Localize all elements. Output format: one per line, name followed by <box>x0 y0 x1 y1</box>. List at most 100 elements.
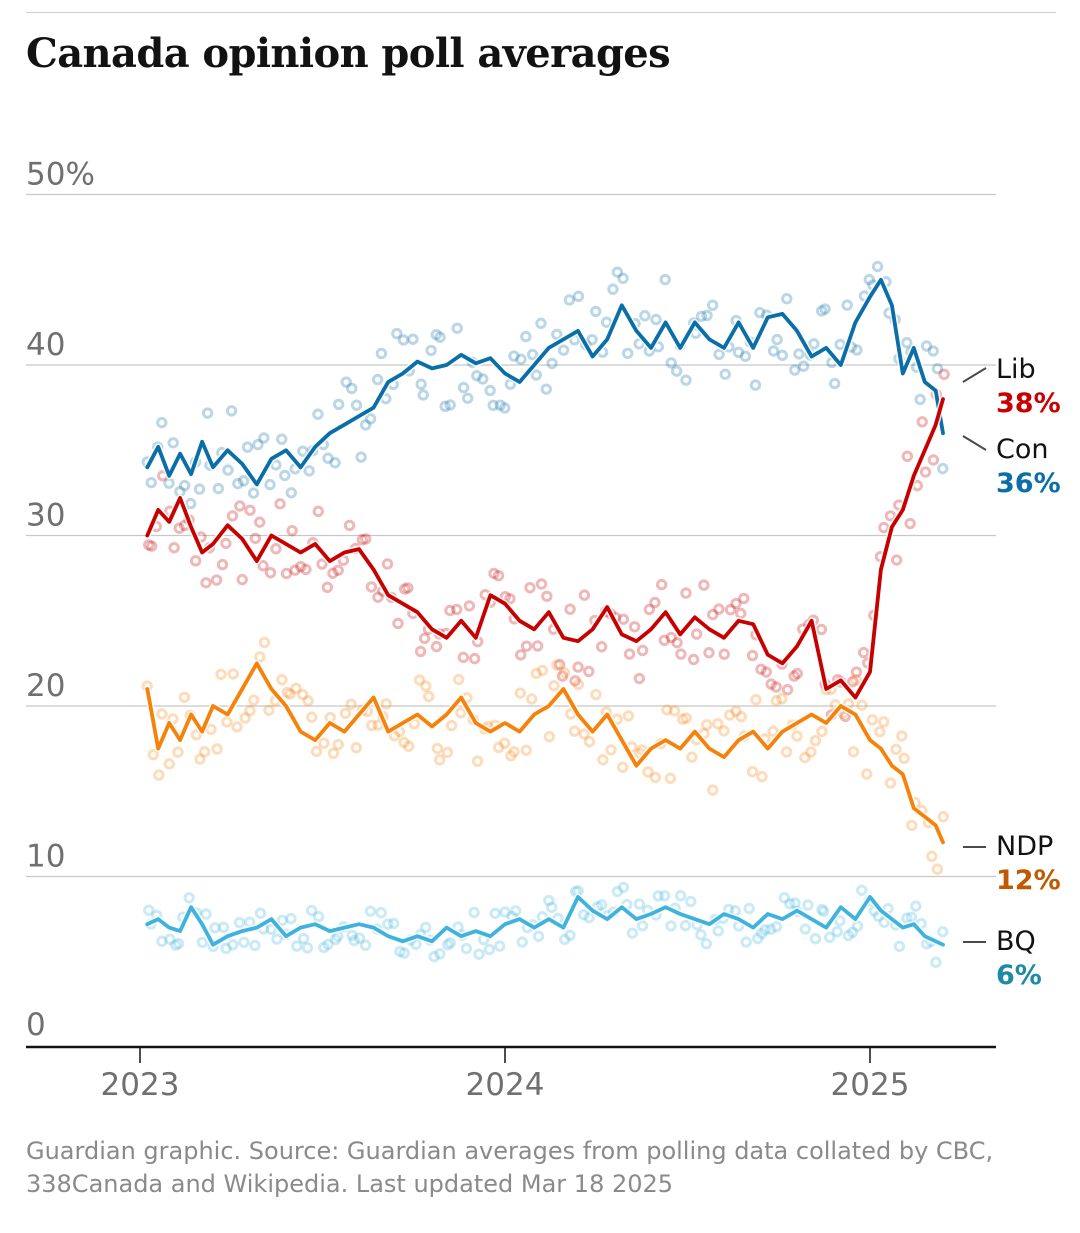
lib-average-line <box>145 397 945 700</box>
ndp-poll-dot <box>508 746 520 758</box>
con-poll-dot <box>739 350 752 363</box>
ndp-poll-dot <box>746 765 759 778</box>
ndp-poll-dot <box>276 673 288 686</box>
con-poll-dot <box>622 347 634 360</box>
lib-poll-dot <box>372 591 384 603</box>
lib-poll-dot <box>524 581 536 594</box>
bq-poll-dot <box>846 926 859 939</box>
lib-poll-dot <box>520 640 533 652</box>
bq-poll-dot <box>636 920 649 932</box>
con-poll-dot <box>540 383 552 395</box>
ndp-poll-dot <box>770 695 783 707</box>
source-line-2: 338Canada and Wikipedia. Last updated Ma… <box>26 1170 674 1198</box>
ndp-poll-dot <box>493 741 505 754</box>
ndp-poll-dot <box>514 687 526 699</box>
con-leader-line <box>962 435 987 451</box>
con-poll-dot <box>303 465 315 477</box>
bq-poll-dot <box>473 948 485 960</box>
lib-poll-dot <box>746 649 759 662</box>
lib-poll-dot <box>770 681 782 693</box>
lib-poll-dot <box>280 567 293 580</box>
ndp-poll-dot <box>263 704 275 716</box>
ndp-poll-dot <box>296 688 309 701</box>
lib-poll-dot <box>492 570 505 582</box>
lib-poll-dot <box>295 561 307 573</box>
ndp-poll-dot <box>445 720 458 732</box>
bq-poll-dot <box>388 917 400 930</box>
con-poll-dot <box>508 350 520 362</box>
bq-poll-dot <box>329 933 342 946</box>
lib-poll-dot <box>788 670 800 682</box>
bq-poll-dot <box>483 943 496 956</box>
ndp-poll-dot <box>816 725 828 738</box>
bq-poll-dot <box>759 924 771 936</box>
ndp-poll-dot <box>198 746 211 758</box>
con-poll-dot <box>364 413 377 425</box>
bq-poll-dot <box>291 940 303 952</box>
con-poll-dot <box>526 348 539 361</box>
con-poll-dot <box>617 272 629 285</box>
bq-poll-dot <box>271 933 283 945</box>
ndp-poll-dot <box>153 769 165 781</box>
ndp-poll-dot <box>281 686 293 699</box>
ndp-poll-dot <box>664 772 677 785</box>
con-poll-dot <box>767 345 780 357</box>
ndp-poll-dot <box>906 819 918 831</box>
con-poll-dot <box>417 389 429 401</box>
ndp-poll-dot <box>707 784 719 796</box>
lib-poll-dot <box>815 623 828 636</box>
bq-poll-dot <box>778 892 791 904</box>
ndp-poll-dot <box>284 688 296 700</box>
ndp-poll-dot <box>526 693 538 705</box>
ndp-poll-dot <box>211 743 223 755</box>
con-poll-dot <box>927 345 939 357</box>
lib-poll-dot <box>675 648 687 660</box>
bq-poll-dot <box>910 900 922 912</box>
ndp-poll-dot <box>366 719 378 732</box>
ndp-poll-dot <box>750 694 762 706</box>
lib-poll-dot <box>665 631 677 644</box>
ndp-poll-dot <box>248 694 260 706</box>
lib-poll-dot <box>927 454 940 466</box>
bq-poll-dot <box>249 939 261 952</box>
lib-poll-dot <box>636 644 649 657</box>
ndp-poll-dot <box>178 691 191 703</box>
bq-poll-dot <box>743 902 755 915</box>
lib-poll-dot <box>781 684 794 696</box>
con-poll-dot <box>515 353 527 366</box>
con-poll-dot <box>841 299 853 311</box>
lib-poll-dot <box>904 517 916 530</box>
con-poll-dot <box>471 370 483 382</box>
ndp-poll-dot <box>896 730 908 742</box>
lib-poll-dot <box>556 670 569 682</box>
con-poll-dot <box>828 377 841 390</box>
bq-poll-dot <box>578 909 590 921</box>
con-average-line <box>145 277 945 487</box>
bq-poll-dot <box>348 934 360 947</box>
con-poll-dot <box>391 327 403 340</box>
ndp-poll-dot <box>345 698 357 710</box>
bq-average-line <box>145 895 945 947</box>
bq-poll-dot <box>238 936 250 949</box>
chart-title: Canada opinion poll averages <box>26 30 671 77</box>
x-tick-label-2025: 2025 <box>831 1067 910 1103</box>
y-tick-label-50: 50% <box>26 157 95 193</box>
ndp-poll-dot <box>548 680 560 692</box>
ndp-poll-dot <box>661 704 673 716</box>
y-axis-tick-labels: 50% 40 30 20 10 0 <box>26 157 95 1044</box>
bq-poll-dot <box>169 939 182 951</box>
bq-poll-dot <box>494 940 506 952</box>
lib-poll-dot <box>791 667 803 680</box>
ndp-poll-dot <box>712 718 724 730</box>
con-poll-dot <box>312 408 324 420</box>
bq-poll-dot <box>765 923 777 936</box>
con-poll-dot <box>535 317 547 330</box>
bq-poll-dot <box>559 933 571 946</box>
lib-poll-dot <box>312 505 324 518</box>
con-poll-dot <box>851 344 863 356</box>
con-poll-dot <box>937 462 949 475</box>
bq-poll-dot <box>842 929 855 942</box>
ndp-poll-dot <box>441 746 454 759</box>
con-poll-dot <box>665 357 677 369</box>
lib-poll-dot <box>360 533 372 545</box>
